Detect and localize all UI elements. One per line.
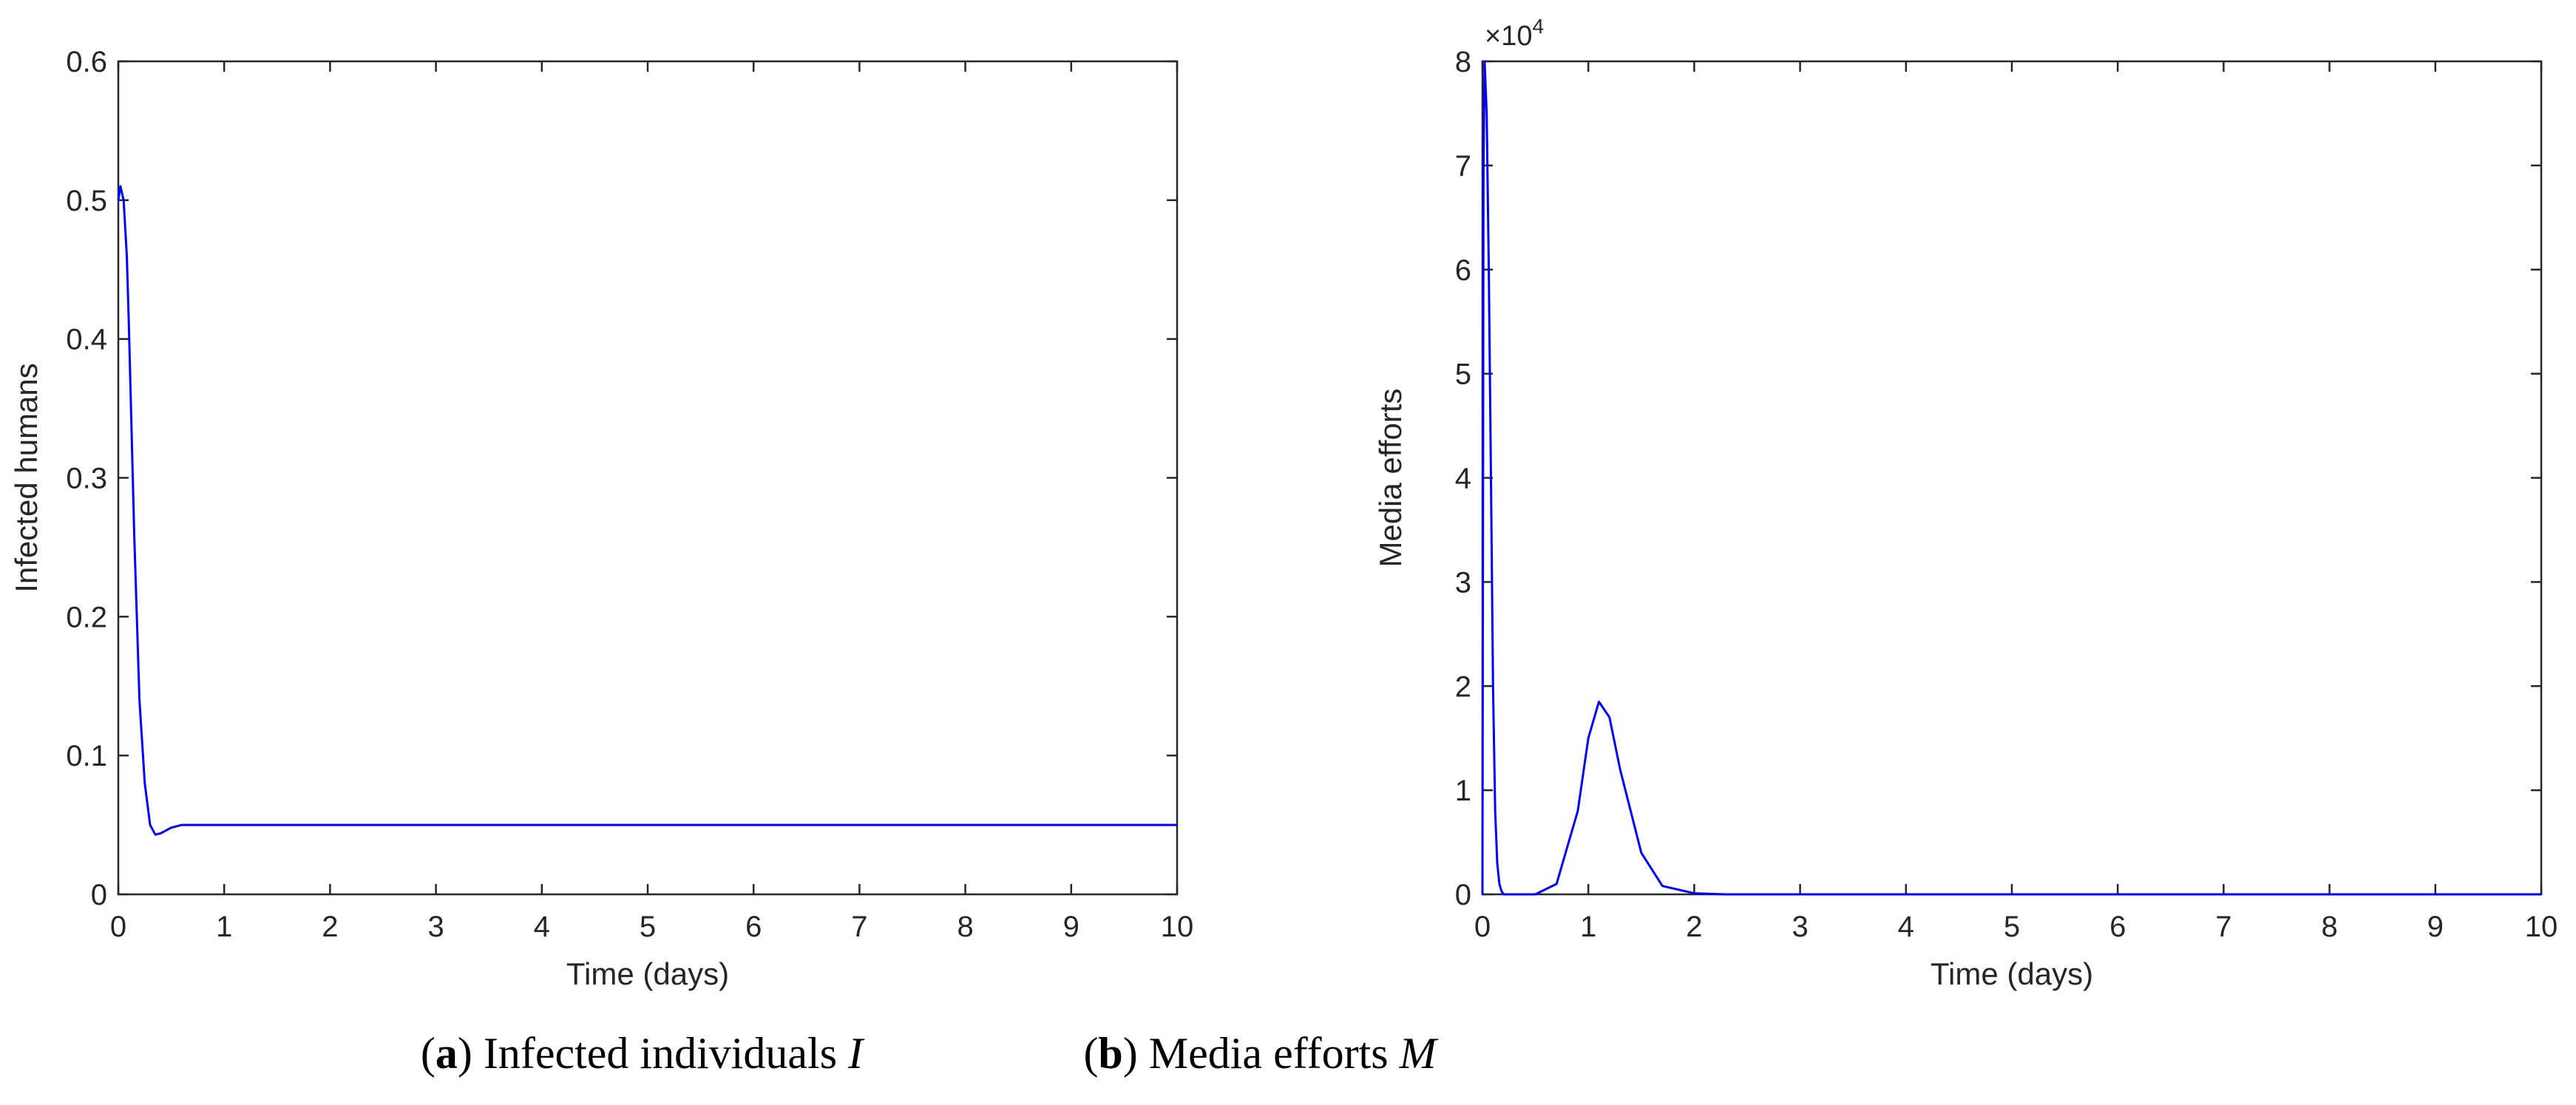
x-tick-label: 5 [640,911,656,943]
x-tick-label: 8 [2321,911,2337,943]
y-tick-label: 3 [1455,566,1471,599]
y-tick-label: 1 [1455,775,1471,807]
y-tick-label: 2 [1455,670,1471,703]
x-tick-label: 0 [1474,911,1491,943]
x-axis-label: Time (days) [1931,956,2093,991]
y-tick-label: 0.1 [66,740,107,772]
x-tick-label: 3 [1792,911,1808,943]
x-tick-label: 6 [745,911,762,943]
x-tick-label: 0 [110,911,126,943]
x-tick-label: 1 [216,911,232,943]
y-tick-label: 0.5 [66,185,107,217]
caption-letter: b [1098,1029,1122,1078]
panel-caption: (b) Media efforts M [1083,1029,1438,1078]
chart-panel-a: 0 1 2 3 4 5 6 7 8 9 10 0 0.1 0.2 0.3 0.4 0.5 0.6 Time (day… [9,46,1193,1078]
series-line [1481,60,2541,896]
caption-paren-open: ( [1083,1029,1098,1078]
caption-paren-open: ( [421,1029,435,1078]
caption-text: Media efforts [1138,1029,1400,1078]
y-tick-label: 0 [91,879,107,911]
plot-area [1481,60,2543,896]
caption-letter: a [435,1029,458,1078]
x-tick-label: 8 [957,911,973,943]
x-tick-label: 6 [2109,911,2126,943]
y-tick-label: 4 [1455,463,1471,495]
x-tick-label: 3 [427,911,444,943]
y-tick-label: 0.3 [66,463,107,495]
y-tick-label: 8 [1455,46,1471,78]
y-tick-label: 0.2 [66,601,107,633]
x-tick-label: 2 [322,911,338,943]
caption-symbol: M [1399,1029,1439,1078]
x-tick-label: 9 [2427,911,2444,943]
x-tick-label: 4 [1898,911,1914,943]
y-tick-label: 6 [1455,254,1471,287]
x-axis-label: Time (days) [566,956,729,991]
y-tick-label: 0.6 [66,46,107,78]
x-tick-label: 9 [1063,911,1079,943]
caption-paren-close: ) [1123,1029,1138,1078]
x-tick-label: 4 [534,911,550,943]
caption-text: Infected individuals [472,1029,848,1078]
y-tick-label: 5 [1455,358,1471,391]
caption-paren-close: ) [458,1029,472,1078]
x-tick-label: 10 [2525,911,2558,943]
x-tick-label: 5 [2004,911,2020,943]
y-exponent-label: ×104 [1485,15,1544,52]
y-tick-label: 0.4 [66,324,107,356]
panel-caption: (a) Infected individuals I [421,1029,865,1078]
chart-panel-b: 0 1 2 3 4 5 6 7 8 9 10 0 1 2 3 4 5 6 7 8 ×104 Time (days) Medi… [1083,15,2558,1078]
series-line [117,185,1177,836]
y-axis-label: Media efforts [1373,388,1408,567]
x-tick-label: 2 [1686,911,1702,943]
x-tick-label: 1 [1580,911,1596,943]
x-tick-label: 7 [2215,911,2231,943]
caption-symbol: I [847,1029,865,1078]
y-tick-label: 7 [1455,150,1471,183]
y-tick-label: 0 [1455,879,1471,911]
plot-area [117,60,1179,896]
x-tick-label: 10 [1161,911,1194,943]
x-tick-label: 7 [851,911,867,943]
y-exponent-power: 4 [1532,15,1544,38]
y-axis-label: Infected humans [9,363,44,593]
